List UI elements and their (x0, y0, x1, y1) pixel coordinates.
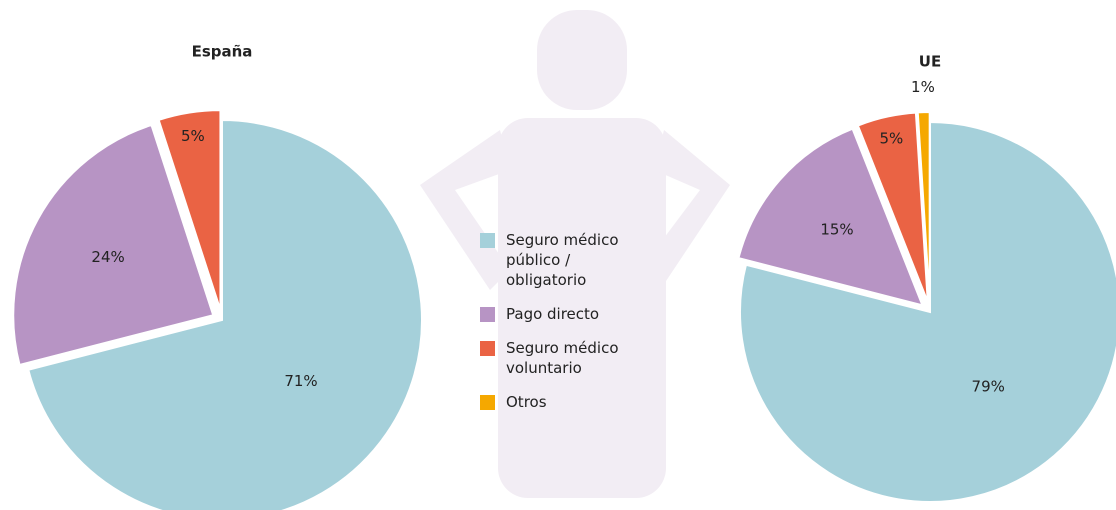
value-label: 5% (181, 127, 205, 145)
legend-swatch (480, 395, 495, 410)
chart-title: UE (919, 53, 941, 71)
legend-item: Seguro médico público / obligatorio (480, 230, 650, 290)
legend-item: Otros (480, 392, 650, 412)
legend-label: Pago directo (506, 305, 599, 323)
legend: Seguro médico público / obligatorio Pago … (480, 230, 650, 426)
legend-item: Seguro médico voluntario (480, 338, 650, 378)
value-label: 15% (820, 220, 853, 238)
legend-swatch (480, 233, 495, 248)
legend-item: Pago directo (480, 304, 650, 324)
page: España UE 71% 24% 5% 79% 15% 5% 1% Seguro médi… (0, 0, 1116, 510)
legend-swatch (480, 307, 495, 322)
value-label: 1% (911, 78, 935, 96)
value-label: 24% (91, 248, 124, 266)
value-label: 71% (284, 372, 317, 390)
legend-label: Otros (506, 393, 547, 411)
value-label: 79% (972, 378, 1005, 396)
legend-swatch (480, 341, 495, 356)
chart-title: España (192, 43, 253, 61)
legend-label: Seguro médico voluntario (506, 339, 619, 377)
value-label: 5% (879, 130, 903, 148)
legend-label: Seguro médico público / obligatorio (506, 231, 619, 289)
